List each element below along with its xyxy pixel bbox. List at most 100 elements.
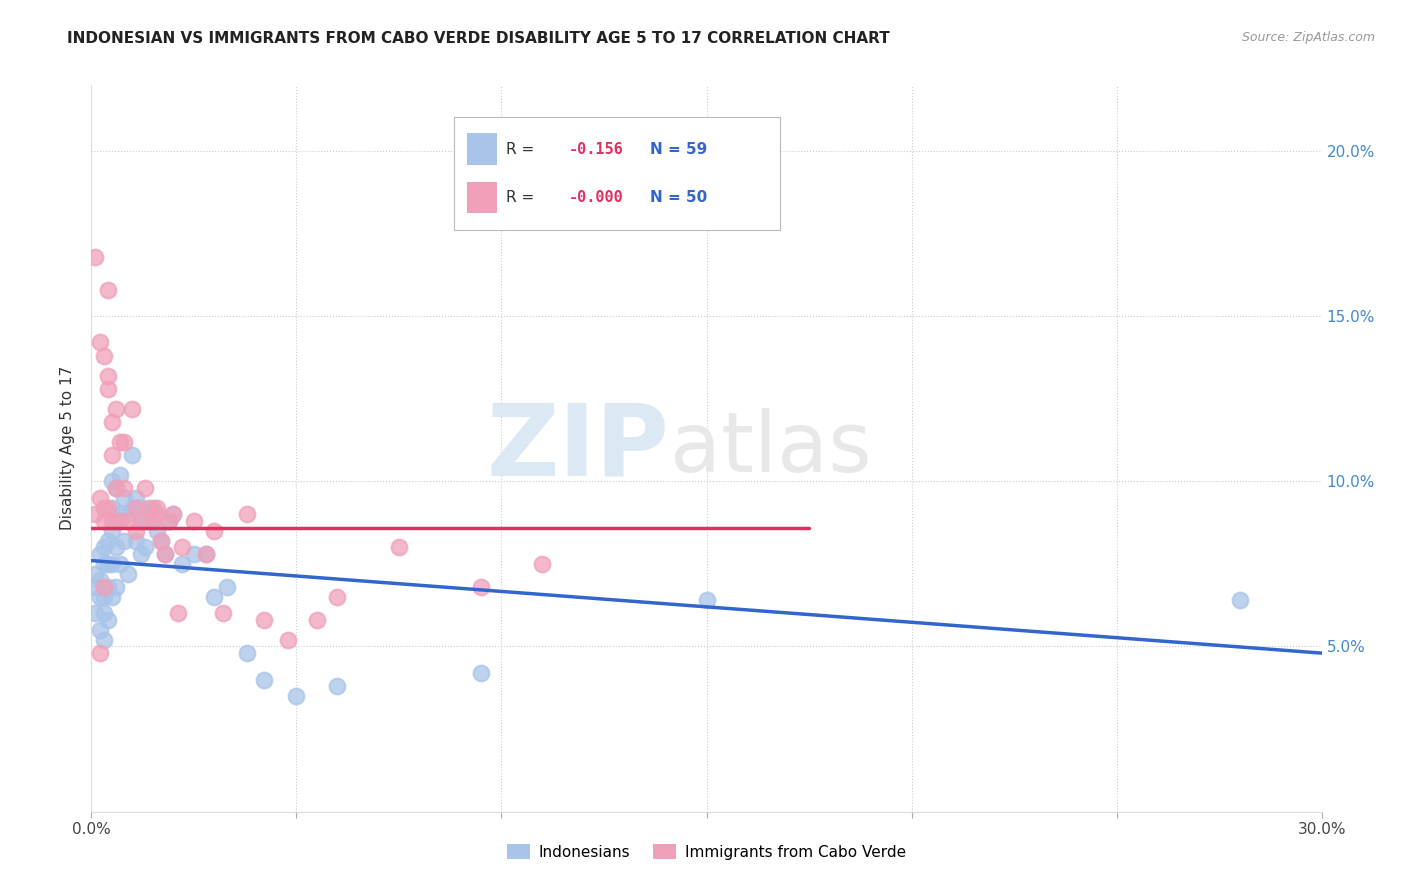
Point bbox=[105, 401, 127, 416]
Point bbox=[84, 250, 107, 264]
Point bbox=[93, 514, 115, 528]
Point bbox=[121, 500, 143, 515]
Point bbox=[162, 508, 184, 522]
Point bbox=[117, 514, 139, 528]
Point bbox=[326, 679, 349, 693]
Point bbox=[285, 689, 308, 703]
Point bbox=[84, 607, 107, 621]
Point bbox=[253, 613, 276, 627]
Point bbox=[195, 547, 218, 561]
Point bbox=[89, 574, 111, 588]
Point bbox=[105, 514, 127, 528]
Point bbox=[108, 434, 131, 449]
Point bbox=[129, 514, 152, 528]
Point bbox=[215, 580, 238, 594]
Point bbox=[138, 500, 160, 515]
Point bbox=[695, 593, 717, 607]
Point bbox=[195, 547, 218, 561]
Point bbox=[326, 590, 349, 604]
Point bbox=[97, 500, 120, 515]
Point bbox=[93, 590, 115, 604]
Point bbox=[157, 514, 180, 528]
Point bbox=[84, 508, 107, 522]
Text: atlas: atlas bbox=[669, 408, 872, 489]
Point bbox=[138, 514, 160, 528]
Point bbox=[183, 547, 205, 561]
Point bbox=[112, 491, 135, 505]
Point bbox=[253, 673, 276, 687]
Point bbox=[101, 524, 124, 538]
Point bbox=[112, 533, 135, 548]
Point bbox=[97, 580, 120, 594]
Point bbox=[121, 401, 143, 416]
Point bbox=[108, 557, 131, 571]
Point bbox=[112, 481, 135, 495]
Point bbox=[146, 508, 169, 522]
Point bbox=[470, 580, 492, 594]
Point bbox=[89, 491, 111, 505]
Text: INDONESIAN VS IMMIGRANTS FROM CABO VERDE DISABILITY AGE 5 TO 17 CORRELATION CHAR: INDONESIAN VS IMMIGRANTS FROM CABO VERDE… bbox=[67, 31, 890, 46]
Point bbox=[129, 500, 152, 515]
Point bbox=[153, 547, 177, 561]
Point bbox=[101, 500, 124, 515]
Text: Source: ZipAtlas.com: Source: ZipAtlas.com bbox=[1241, 31, 1375, 45]
Point bbox=[162, 508, 184, 522]
Point bbox=[157, 514, 180, 528]
Point bbox=[97, 613, 120, 627]
Point bbox=[93, 349, 115, 363]
Point bbox=[93, 632, 115, 647]
Point bbox=[84, 566, 107, 581]
Point bbox=[105, 580, 127, 594]
Point bbox=[93, 541, 115, 555]
Point bbox=[166, 607, 188, 621]
Point bbox=[97, 382, 120, 396]
Point bbox=[101, 415, 124, 429]
Point bbox=[93, 557, 115, 571]
Y-axis label: Disability Age 5 to 17: Disability Age 5 to 17 bbox=[60, 366, 76, 531]
Point bbox=[89, 335, 111, 350]
Point bbox=[89, 623, 111, 637]
Point bbox=[117, 566, 139, 581]
Point bbox=[93, 580, 115, 594]
Point bbox=[202, 524, 225, 538]
Text: ZIP: ZIP bbox=[486, 400, 669, 497]
Point bbox=[202, 590, 225, 604]
Point bbox=[112, 434, 135, 449]
Point bbox=[470, 665, 492, 680]
Legend: Indonesians, Immigrants from Cabo Verde: Indonesians, Immigrants from Cabo Verde bbox=[501, 838, 912, 866]
Point bbox=[134, 481, 156, 495]
Point bbox=[150, 533, 173, 548]
Point bbox=[97, 533, 120, 548]
Point bbox=[93, 607, 115, 621]
Point bbox=[142, 500, 165, 515]
Point bbox=[183, 514, 205, 528]
Point bbox=[531, 557, 554, 571]
Point bbox=[134, 541, 156, 555]
Point bbox=[305, 613, 328, 627]
Point bbox=[125, 524, 148, 538]
Point bbox=[146, 500, 169, 515]
Point bbox=[108, 508, 131, 522]
Point bbox=[150, 533, 173, 548]
Point bbox=[134, 514, 156, 528]
Point bbox=[153, 547, 177, 561]
Point bbox=[125, 533, 148, 548]
Point bbox=[105, 481, 127, 495]
Point bbox=[105, 541, 127, 555]
Point bbox=[125, 500, 148, 515]
Point bbox=[101, 557, 124, 571]
Point bbox=[93, 500, 115, 515]
Point bbox=[97, 283, 120, 297]
Point bbox=[277, 632, 299, 647]
Point bbox=[1229, 593, 1251, 607]
Point bbox=[101, 475, 124, 489]
Point bbox=[129, 547, 152, 561]
Point bbox=[121, 448, 143, 462]
Point bbox=[125, 491, 148, 505]
Point bbox=[170, 557, 193, 571]
Point bbox=[89, 590, 111, 604]
Point bbox=[388, 541, 411, 555]
Point bbox=[146, 524, 169, 538]
Point bbox=[101, 514, 124, 528]
Point bbox=[236, 508, 259, 522]
